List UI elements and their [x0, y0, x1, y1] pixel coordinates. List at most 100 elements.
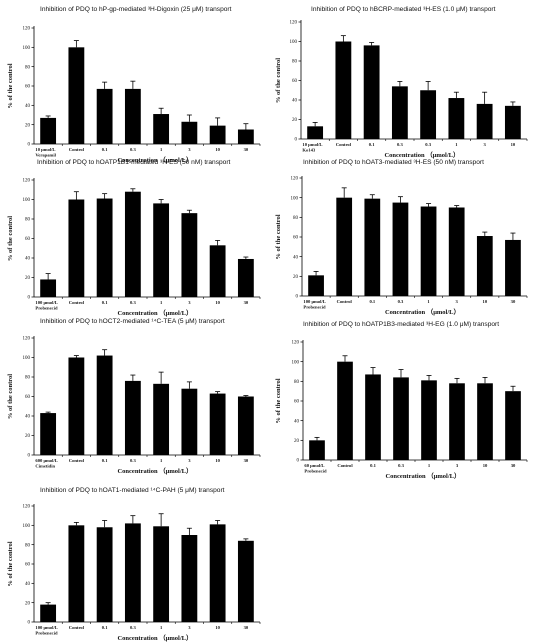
- x-tick-label: 10: [215, 147, 220, 152]
- chart-title: Inhibition of PDQ to hOATP1B1-mediated ³…: [37, 159, 231, 166]
- x-tick-label: Cimetidin: [35, 464, 55, 469]
- x-tick-label: 1: [160, 458, 163, 463]
- bar: [209, 125, 226, 144]
- bar: [420, 206, 437, 296]
- y-axis-label: % of the control: [7, 63, 14, 108]
- y-tick-label: 100: [23, 46, 31, 51]
- bar-chart-panel: Inhibition of PDQ to hOCT2-mediated ¹⁴C-…: [7, 318, 261, 475]
- x-tick-label: 1: [160, 300, 163, 305]
- bar: [96, 527, 113, 622]
- y-tick-label: 120: [290, 21, 298, 26]
- x-tick-label: 0.3: [425, 142, 431, 147]
- bar: [336, 197, 353, 296]
- x-tick-label: Verapamil: [35, 153, 56, 158]
- y-tick-label: 80: [25, 65, 31, 70]
- bar-chart-panel: Inhibition of PDQ to hOAT3-mediated ³H-E…: [275, 159, 528, 316]
- x-tick-label: 10: [511, 142, 516, 147]
- bar: [504, 105, 521, 139]
- x-tick-label: 10 μmol/L: [302, 142, 322, 147]
- bar: [40, 604, 57, 622]
- bar: [237, 258, 254, 297]
- x-tick-label: 3: [188, 300, 191, 305]
- x-tick-label: 0.3: [398, 463, 404, 468]
- bar: [124, 88, 141, 144]
- x-tick-label: 30: [244, 147, 249, 152]
- bar: [181, 388, 198, 455]
- x-axis-label: Concentration （μmol/L）: [384, 151, 459, 159]
- bar: [364, 198, 381, 296]
- bar: [40, 279, 57, 297]
- y-axis-label: % of the control: [7, 216, 14, 261]
- chart-title: Inhibition of PDQ to hBCRP-mediated ³H-E…: [311, 6, 496, 13]
- x-tick-label: 0.1: [369, 299, 375, 304]
- y-tick-label: 120: [292, 341, 300, 346]
- y-axis-label: % of the control: [275, 58, 282, 103]
- x-tick-label: 0.3: [130, 147, 136, 152]
- x-tick-label: Probenecid: [303, 305, 326, 310]
- y-tick-label: 40: [294, 419, 300, 424]
- bar: [153, 526, 170, 622]
- y-tick-label: 60: [25, 395, 31, 400]
- x-tick-label: 0.1: [102, 625, 108, 630]
- x-tick-label: 10: [483, 463, 488, 468]
- x-tick-label: 3: [456, 463, 459, 468]
- x-tick-label: Probenecid: [35, 306, 58, 311]
- y-tick-label: 80: [25, 218, 31, 223]
- y-tick-label: 60: [294, 400, 300, 405]
- bar: [153, 203, 170, 297]
- bar: [68, 47, 85, 145]
- bar: [40, 117, 57, 144]
- bar: [124, 523, 141, 622]
- x-tick-label: 30: [244, 300, 249, 305]
- y-tick-label: 20: [292, 118, 298, 123]
- y-tick-label: 100: [291, 196, 299, 201]
- y-tick-label: 0: [28, 621, 31, 626]
- y-tick-label: 40: [293, 255, 299, 260]
- bar: [421, 380, 437, 460]
- y-tick-label: 80: [292, 60, 298, 65]
- x-tick-label: Control: [336, 142, 352, 147]
- bar: [476, 103, 493, 139]
- bar: [309, 440, 325, 460]
- bar: [392, 202, 409, 296]
- x-tick-label: 30: [511, 299, 516, 304]
- x-tick-label: 3: [188, 147, 191, 152]
- bar-chart-panel: Inhibition of PDQ to hP-gp-mediated ³H-D…: [7, 6, 261, 164]
- bar: [420, 90, 437, 139]
- bar: [181, 535, 198, 622]
- chart-title: Inhibition of PDQ to hP-gp-mediated ³H-D…: [40, 6, 232, 13]
- x-tick-label: 3: [483, 142, 486, 147]
- bar: [96, 88, 113, 144]
- x-tick-label: 0.1: [369, 142, 375, 147]
- x-tick-label: 100 μmol/L: [35, 625, 57, 630]
- y-axis-label: % of the control: [7, 374, 14, 419]
- x-tick-label: Control: [337, 463, 353, 468]
- x-tick-label: 0.3: [397, 142, 403, 147]
- x-tick-label: 0.1: [370, 463, 376, 468]
- bar: [124, 380, 141, 455]
- bar: [96, 355, 113, 455]
- bar: [308, 275, 324, 296]
- bar: [124, 191, 141, 297]
- bar: [335, 41, 352, 139]
- x-tick-label: 0.1: [102, 458, 108, 463]
- bar: [237, 540, 254, 622]
- y-tick-label: 60: [25, 563, 31, 568]
- bar: [153, 383, 170, 455]
- x-tick-label: 30: [244, 458, 249, 463]
- bar: [181, 121, 198, 144]
- x-tick-label: 10 μmol/L: [35, 147, 55, 152]
- x-tick-label: 10: [483, 299, 488, 304]
- y-tick-label: 20: [25, 123, 31, 128]
- x-tick-label: 1: [455, 142, 458, 147]
- chart-title: Inhibition of PDQ to hOAT1-mediated ¹⁴C-…: [40, 487, 225, 494]
- x-tick-label: 3: [188, 458, 191, 463]
- bar: [505, 239, 521, 296]
- x-tick-label: 60 μmol/L: [304, 463, 324, 468]
- bar: [237, 396, 254, 455]
- bar-chart-panel: Inhibition of PDQ to hOATP1B1-mediated ³…: [7, 159, 261, 317]
- y-tick-label: 80: [25, 543, 31, 548]
- bar: [209, 393, 226, 455]
- y-tick-label: 120: [23, 337, 31, 342]
- y-tick-label: 20: [293, 275, 299, 280]
